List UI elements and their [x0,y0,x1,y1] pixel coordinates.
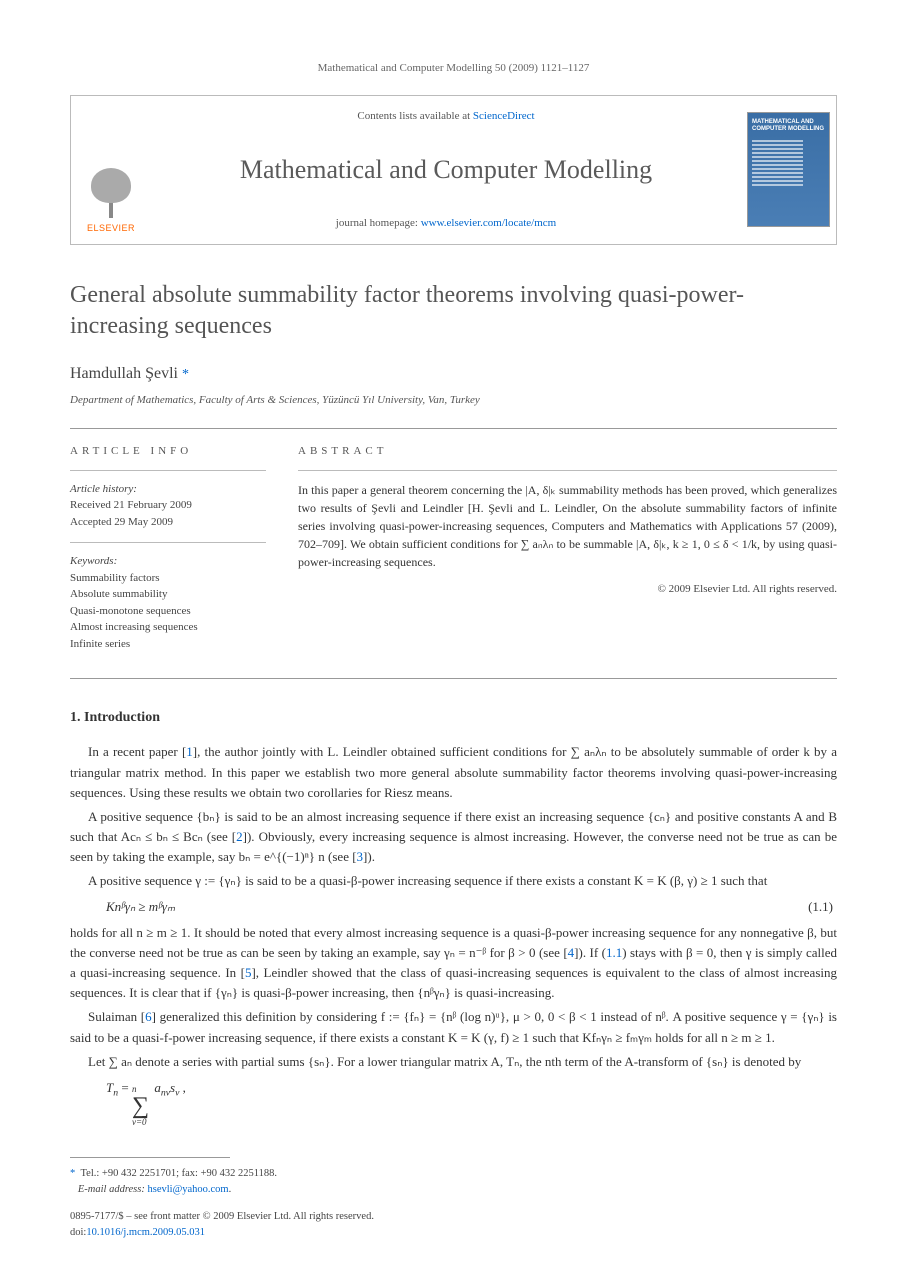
footnote-tel: * Tel.: +90 432 2251701; fax: +90 432 22… [70,1166,837,1182]
body-text: In a recent paper [1], the author jointl… [70,742,837,1126]
sciencedirect-link[interactable]: ScienceDirect [473,110,535,122]
history-label: Article history: [70,481,266,498]
cover-title: MATHEMATICAL AND COMPUTER MODELLING [752,119,825,132]
equation-Tn: Tn = n ∑ v=0 anvsv , [70,1078,837,1127]
footnote-mark[interactable]: * [70,1168,75,1179]
keyword: Almost increasing sequences [70,619,266,636]
footnote-separator [70,1157,230,1158]
equation-row: Knᵝγₙ ≥ mᵝγₘ (1.1) [70,897,837,917]
received-date: Received 21 February 2009 [70,497,266,514]
author-line: Hamdullah Şevli * [70,362,837,386]
keyword: Absolute summability [70,586,266,603]
abstract-text: In this paper a general theorem concerni… [298,481,837,571]
tel-text: Tel.: +90 432 2251701; fax: +90 432 2251… [81,1168,278,1179]
top-citation: Mathematical and Computer Modelling 50 (… [70,60,837,77]
paragraph: In a recent paper [1], the author jointl… [70,742,837,802]
cover-image: MATHEMATICAL AND COMPUTER MODELLING [747,112,830,227]
journal-header: ELSEVIER Contents lists available at Sci… [70,95,837,245]
elsevier-tree-icon [86,163,136,218]
cover-lines-decoration [752,140,825,186]
author-corresponding-mark[interactable]: * [182,367,189,382]
abstract-copyright: © 2009 Elsevier Ltd. All rights reserved… [298,581,837,598]
text-run: In a recent paper [ [88,744,186,759]
text-run: ]). If ( [574,945,606,960]
text-run: ] generalized this definition by conside… [70,1009,837,1044]
paragraph: Sulaiman [6] generalized this definition… [70,1007,837,1047]
issn-line: 0895-7177/$ – see front matter © 2009 El… [70,1209,837,1225]
sum-lower: v=0 [132,1118,149,1127]
cover-thumbnail: MATHEMATICAL AND COMPUTER MODELLING [741,96,836,244]
header-center: Contents lists available at ScienceDirec… [151,96,741,244]
doi-link[interactable]: 10.1016/j.mcm.2009.05.031 [86,1227,205,1238]
bottom-info: 0895-7177/$ – see front matter © 2009 El… [70,1209,837,1241]
info-abstract-row: ARTICLE INFO Article history: Received 2… [70,428,837,679]
email-link[interactable]: hsevli@yahoo.com [147,1184,228,1195]
article-info-heading: ARTICLE INFO [70,443,266,460]
abstract-heading: ABSTRACT [298,443,837,460]
article-history-block: Article history: Received 21 February 20… [70,481,266,531]
doi-line: doi:10.1016/j.mcm.2009.05.031 [70,1225,837,1241]
paragraph: Let ∑ aₙ denote a series with partial su… [70,1052,837,1072]
keyword: Summability factors [70,570,266,587]
homepage-link[interactable]: www.elsevier.com/locate/mcm [421,217,557,229]
paragraph: A positive sequence {bₙ} is said to be a… [70,807,837,867]
abstract-column: ABSTRACT In this paper a general theorem… [280,429,837,678]
footnote-block: * Tel.: +90 432 2251701; fax: +90 432 22… [70,1166,837,1198]
paragraph: holds for all n ≥ m ≥ 1. It should be no… [70,923,837,1004]
eq-ref-link[interactable]: 1.1 [606,945,622,960]
homepage-prefix: journal homepage: [336,217,421,229]
author-name: Hamdullah Şevli [70,365,178,382]
keywords-label: Keywords: [70,553,266,570]
contents-prefix: Contents lists available at [357,110,472,122]
article-info-column: ARTICLE INFO Article history: Received 2… [70,429,280,678]
article-title: General absolute summability factor theo… [70,280,837,342]
equation-number: (1.1) [808,897,837,917]
text-run: ]). [363,849,375,864]
doi-label: doi: [70,1227,86,1238]
text-run: Sulaiman [ [88,1009,145,1024]
keyword: Infinite series [70,636,266,653]
journal-name: Mathematical and Computer Modelling [161,150,731,189]
section-1-heading: 1. Introduction [70,707,837,728]
email-label: E-mail address: [78,1184,145,1195]
keywords-block: Keywords: Summability factors Absolute s… [70,553,266,652]
keyword: Quasi-monotone sequences [70,603,266,620]
footnote-email: E-mail address: hsevli@yahoo.com. [70,1182,837,1198]
accepted-date: Accepted 29 May 2009 [70,514,266,531]
paragraph: A positive sequence γ := {γₙ} is said to… [70,871,837,891]
elsevier-logo: ELSEVIER [71,96,151,244]
affiliation: Department of Mathematics, Faculty of Ar… [70,392,837,409]
homepage-line: journal homepage: www.elsevier.com/locat… [161,215,731,232]
contents-line: Contents lists available at ScienceDirec… [161,108,731,125]
elsevier-label: ELSEVIER [87,222,135,236]
sum-symbol-icon: ∑ [132,1094,149,1118]
equation-1-1: Knᵝγₙ ≥ mᵝγₘ [70,897,175,917]
